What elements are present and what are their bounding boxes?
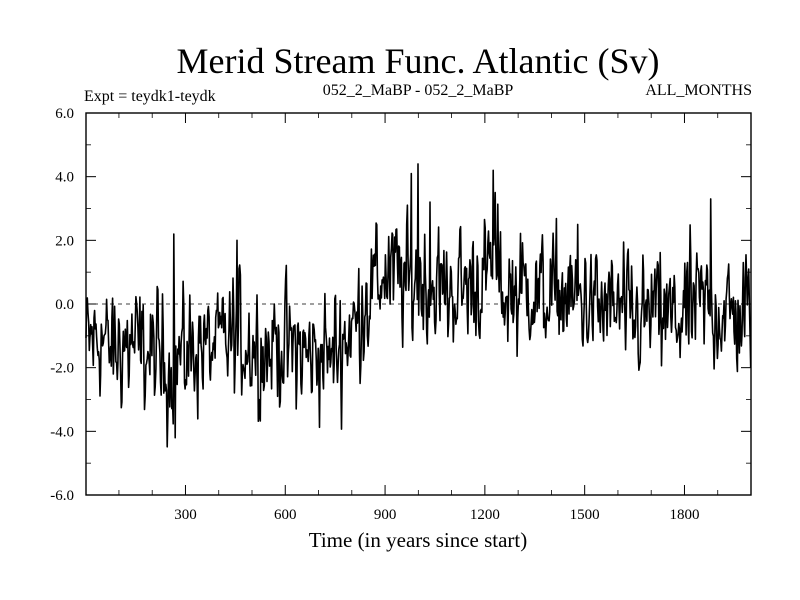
- y-tick-label: 2.0: [55, 233, 74, 249]
- y-tick-label: 6.0: [55, 106, 74, 122]
- x-tick-label: 1200: [470, 507, 500, 523]
- y-tick-label: 4.0: [55, 170, 74, 186]
- plot-area: [85, 112, 752, 496]
- x-axis-label: Time (in years since start): [309, 528, 528, 552]
- series-line: [85, 163, 752, 448]
- y-tick-label: 0.0: [55, 297, 74, 313]
- x-tick-label: 900: [374, 507, 397, 523]
- months-label: ALL_MONTHS: [645, 82, 752, 99]
- x-tick-label: 600: [274, 507, 297, 523]
- y-tick-label: -4.0: [50, 424, 74, 440]
- period-label: 052_2_MaBP - 052_2_MaBP: [323, 82, 514, 99]
- x-tick-label: 1800: [669, 507, 699, 523]
- y-tick-label: -6.0: [50, 488, 74, 504]
- y-axis-ticks: -6.0 -4.0 -2.0 0.0 2.0 4.0 6.0: [50, 106, 751, 504]
- x-tick-label: 1500: [570, 507, 600, 523]
- x-tick-label: 300: [174, 507, 197, 523]
- chart-title: Merid Stream Func. Atlantic (Sv): [177, 41, 660, 81]
- y-tick-label: -2.0: [50, 361, 74, 377]
- experiment-label: Expt = teydk1-teydk: [84, 88, 216, 105]
- x-axis-ticks: 300 600 900 1200 1500 1800: [174, 485, 699, 523]
